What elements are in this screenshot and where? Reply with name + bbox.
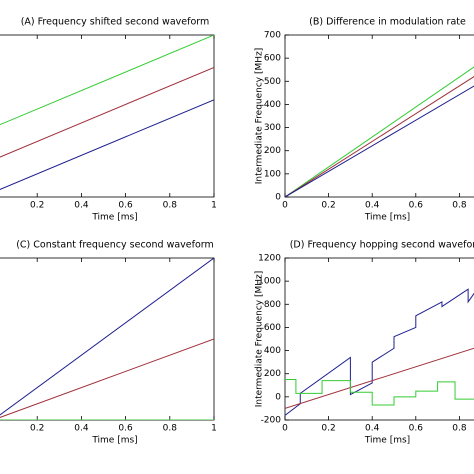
data-line [285,85,474,197]
y-axis-label: Intermediate Frequency [MHz] [255,271,265,408]
x-tick-label: 0.2 [30,201,44,211]
data-line [0,35,214,126]
y-tick-label: 300 [264,123,281,133]
x-axis-label: Time [ms] [364,213,410,223]
x-tick-label: 0 [282,201,288,211]
plot-area [284,34,474,198]
x-tick-label: 0.2 [321,201,335,211]
y-tick-label: 200 [264,146,281,156]
panel-title: (B) Difference in modulation rate [309,17,466,28]
x-tick-label: 0.4 [74,424,89,434]
y-tick-label: 400 [264,346,281,356]
y-tick-label: 0 [275,392,281,402]
x-axis-label: Time [ms] [91,213,137,223]
y-tick-label: 1200 [258,254,281,264]
x-tick-label: 0.8 [452,424,467,434]
y-axis-label: Intermediate Frequency [MHz] [255,48,265,185]
y-tick-label: 700 [264,31,281,41]
data-line [285,66,474,197]
y-tick-label: 200 [264,369,281,379]
data-line [0,338,214,418]
x-tick-label: 0.8 [163,424,178,434]
data-line [0,66,214,158]
x-tick-label: 0.6 [118,201,133,211]
data-line [285,288,474,416]
x-tick-label: 0.8 [163,201,178,211]
data-line [285,379,474,406]
y-tick-label: 500 [264,77,281,87]
x-axis-label: Time [ms] [364,436,410,446]
x-tick-label: 0 [282,424,288,434]
x-tick-label: 0.6 [409,201,424,211]
panel-title: (C) Constant frequency second waveform [16,240,214,251]
y-tick-label: 400 [264,100,281,110]
data-line [0,258,214,416]
plot-area [284,257,474,421]
y-tick-label: 100 [264,169,281,179]
y-tick-label: 600 [264,54,281,64]
plot-area [0,257,215,421]
x-tick-label: 1 [211,424,217,434]
y-tick-label: 600 [264,323,281,333]
y-tick-label: 800 [264,300,281,310]
panel-title: (A) Frequency shifted second waveform [21,17,210,28]
y-tick-label: -200 [261,416,282,426]
x-tick-label: 0.8 [452,201,467,211]
y-tick-label: 1000 [258,277,281,287]
plot-area [0,34,215,198]
data-line [285,76,474,197]
x-tick-label: 1 [211,201,217,211]
x-tick-label: 0.4 [74,201,89,211]
x-tick-label: 0.2 [30,424,44,434]
panel-title: (D) Frequency hopping second waveform [290,240,474,251]
y-tick-label: 0 [275,193,281,203]
x-tick-label: 0.2 [321,424,335,434]
data-line [285,347,474,409]
x-tick-label: 0.4 [365,201,380,211]
x-tick-label: 0.4 [365,424,380,434]
x-tick-label: 0.6 [118,424,133,434]
x-axis-label: Time [ms] [91,436,137,446]
data-line [0,99,214,190]
x-tick-label: 0.6 [409,424,424,434]
